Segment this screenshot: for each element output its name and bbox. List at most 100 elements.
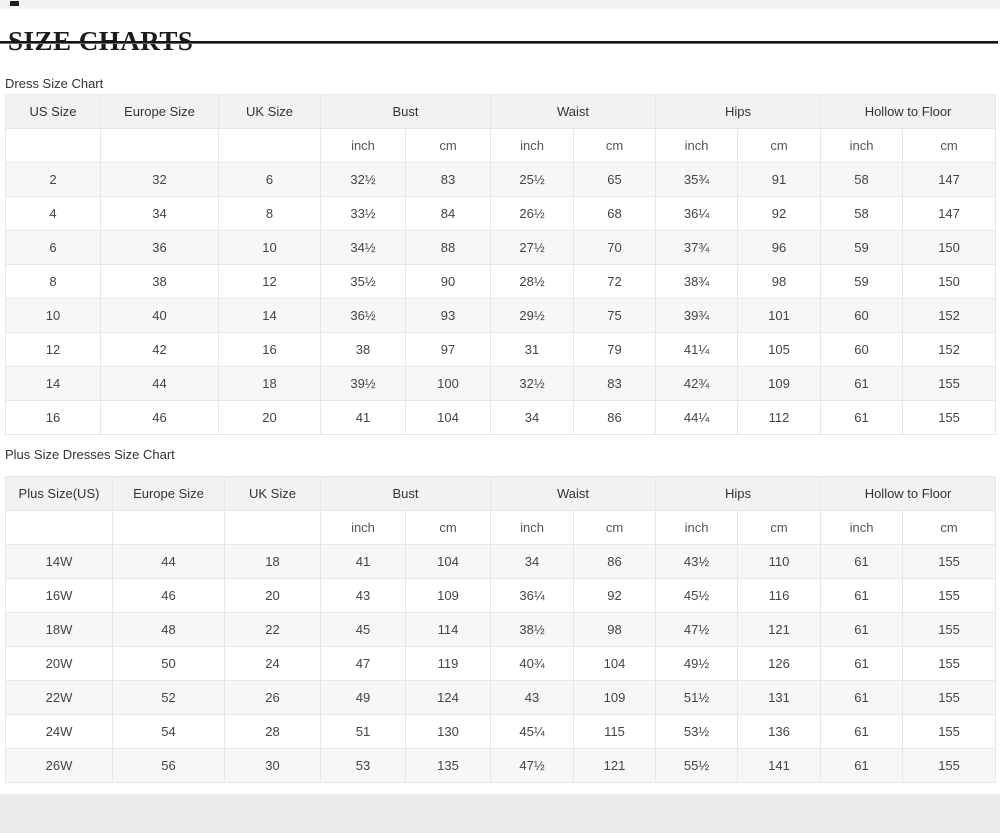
- size-cell: 60: [820, 332, 904, 367]
- size-cell: 43: [490, 680, 575, 715]
- size-cell: 152: [902, 332, 997, 367]
- size-cell: 75: [573, 298, 657, 333]
- size-cell: 38¾: [655, 264, 739, 299]
- size-cell: 98: [573, 612, 657, 647]
- column-header: Hollow to Floor: [820, 94, 997, 129]
- size-cell: 155: [902, 544, 997, 579]
- size-cell: 79: [573, 332, 657, 367]
- column-header: Waist: [490, 94, 657, 129]
- size-cell: 116: [737, 578, 822, 613]
- size-cell: 124: [404, 680, 492, 715]
- size-cell: 41: [320, 400, 406, 435]
- size-cell: 51½: [655, 680, 739, 715]
- size-cell: 47½: [655, 612, 739, 647]
- size-cell: 26W: [5, 748, 113, 783]
- unit-label: cm: [902, 128, 997, 163]
- size-cell: 53½: [655, 714, 739, 749]
- size-cell: 40: [100, 298, 219, 333]
- size-cell: 61: [820, 578, 904, 613]
- size-cell: 68: [573, 196, 657, 231]
- size-cell: 59: [820, 230, 904, 265]
- size-cell: 155: [902, 578, 997, 613]
- size-cell: 20: [218, 400, 321, 435]
- size-cell: 16: [218, 332, 321, 367]
- size-cell: 155: [902, 748, 997, 783]
- size-cell: 61: [820, 748, 904, 783]
- size-cell: 45½: [655, 578, 739, 613]
- column-header: Bust: [319, 476, 492, 511]
- size-cell: 150: [902, 264, 997, 299]
- size-cell: 6: [5, 230, 101, 265]
- size-cell: 61: [820, 714, 904, 749]
- table-row: 24W 54 28 51 130 45¼ 115 53½ 136 61 155: [5, 714, 997, 749]
- size-cell: 83: [404, 162, 492, 197]
- size-cell: 32½: [490, 366, 575, 401]
- size-cell: 155: [902, 366, 997, 401]
- size-cell: 105: [737, 332, 822, 367]
- size-cell: 41¼: [655, 332, 739, 367]
- size-cell: 34: [100, 196, 219, 231]
- unit-label: cm: [902, 510, 997, 545]
- size-cell: 28: [224, 714, 321, 749]
- size-cell: 39¾: [655, 298, 739, 333]
- size-cell: 44: [112, 544, 225, 579]
- size-cell: 20: [224, 578, 321, 613]
- column-header: Plus Size(US): [5, 476, 113, 511]
- top-edge-mark: [10, 1, 19, 6]
- table-row: 22W 52 26 49 124 43 109 51½ 131 61 155: [5, 680, 997, 715]
- size-cell: 131: [737, 680, 822, 715]
- size-cell: 27½: [490, 230, 575, 265]
- size-cell: 96: [737, 230, 822, 265]
- size-cell: 155: [902, 680, 997, 715]
- size-cell: 109: [404, 578, 492, 613]
- size-cell: 92: [573, 578, 657, 613]
- unit-label: cm: [737, 510, 822, 545]
- size-cell: 147: [902, 196, 997, 231]
- size-cell: 90: [404, 264, 492, 299]
- unit-label: inch: [820, 510, 904, 545]
- size-cell: 46: [100, 400, 219, 435]
- size-cell: 12: [218, 264, 321, 299]
- size-cell: 26½: [490, 196, 575, 231]
- size-cell: 88: [404, 230, 492, 265]
- size-cell: 54: [112, 714, 225, 749]
- size-cell: 121: [573, 748, 657, 783]
- size-cell: 86: [573, 544, 657, 579]
- size-cell: 97: [404, 332, 492, 367]
- size-cell: 135: [404, 748, 492, 783]
- column-header: Europe Size: [100, 94, 219, 129]
- size-cell: 155: [902, 612, 997, 647]
- size-cell: 104: [573, 646, 657, 681]
- size-cell: 38: [320, 332, 406, 367]
- column-header: Bust: [319, 94, 492, 129]
- size-cell: 72: [573, 264, 657, 299]
- table-row: 16W 46 20 43 109 36¼ 92 45½ 116 61 155: [5, 578, 997, 613]
- size-cell: 52: [112, 680, 225, 715]
- plus-size-table: Plus Size(US) Europe Size UK Size Bust Waist…: [5, 476, 997, 783]
- size-cell: 43: [320, 578, 406, 613]
- size-cell: 112: [737, 400, 822, 435]
- size-cell: 47½: [490, 748, 575, 783]
- top-strip: [0, 0, 1000, 9]
- size-cell: 150: [902, 230, 997, 265]
- size-cell: 40¾: [490, 646, 575, 681]
- size-cell: 16: [5, 400, 101, 435]
- size-cell: 25½: [490, 162, 575, 197]
- size-cell: 44¼: [655, 400, 739, 435]
- unit-label: inch: [490, 510, 575, 545]
- unit-row: inch cm inch cm inch cm inch cm: [5, 128, 997, 163]
- size-cell: 61: [820, 544, 904, 579]
- size-cell: 56: [112, 748, 225, 783]
- size-cell: 46: [112, 578, 225, 613]
- table-row: 26W 56 30 53 135 47½ 121 55½ 141 61 155: [5, 748, 997, 783]
- size-cell: 53: [320, 748, 406, 783]
- unit-label: cm: [573, 510, 657, 545]
- size-cell: 16W: [5, 578, 113, 613]
- size-cell: 48: [112, 612, 225, 647]
- size-cell: 86: [573, 400, 657, 435]
- column-header: Hips: [655, 476, 822, 511]
- size-cell: 45: [320, 612, 406, 647]
- header-row: Plus Size(US) Europe Size UK Size Bust Waist…: [5, 476, 997, 511]
- column-header: Hollow to Floor: [820, 476, 997, 511]
- size-cell: 32½: [320, 162, 406, 197]
